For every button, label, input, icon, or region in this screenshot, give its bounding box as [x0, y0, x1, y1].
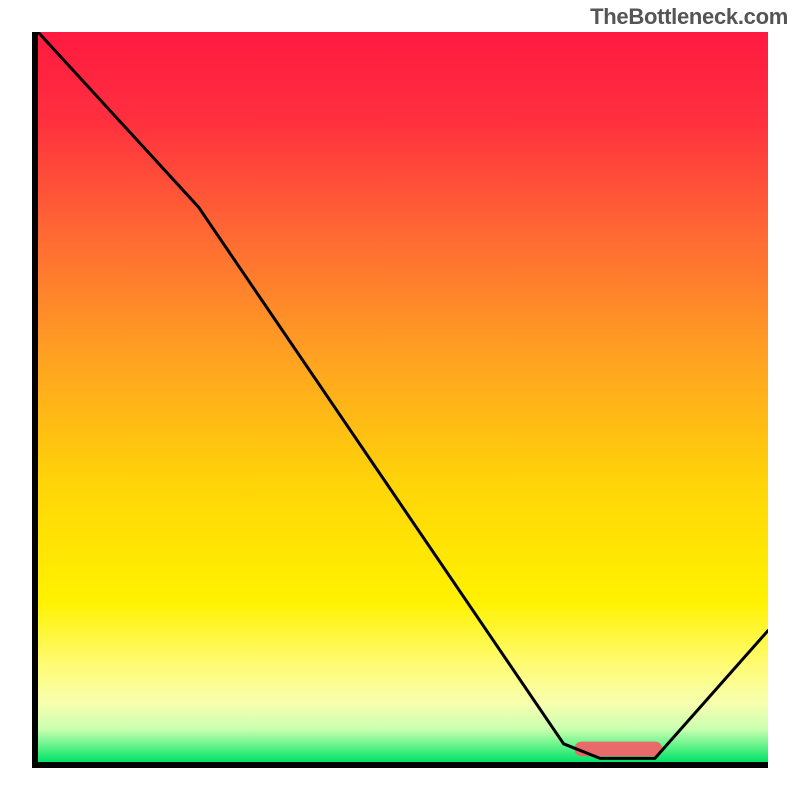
plot-area — [38, 32, 768, 762]
chart-container: TheBottleneck.com — [0, 0, 800, 800]
plot-axes-frame — [32, 32, 768, 768]
chart-svg — [38, 32, 768, 762]
watermark-text: TheBottleneck.com — [590, 4, 788, 30]
gradient-background — [38, 32, 768, 762]
